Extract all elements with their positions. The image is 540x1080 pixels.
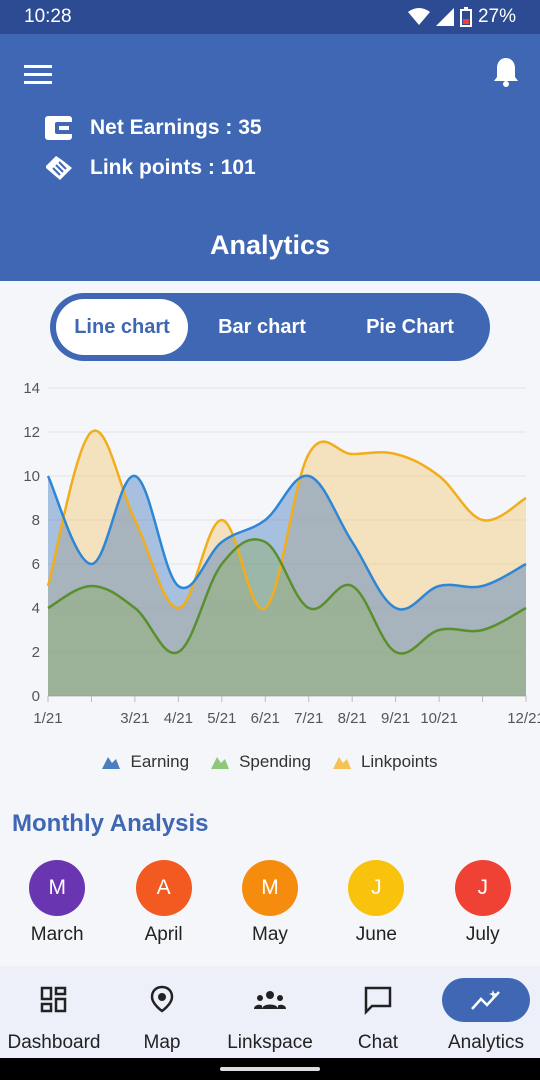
month-avatar: M bbox=[242, 860, 298, 916]
handshake-icon bbox=[44, 154, 74, 182]
home-indicator-bar bbox=[0, 1058, 540, 1080]
system-icons: 27% bbox=[408, 6, 516, 28]
x-tick-label: 5/21 bbox=[207, 710, 236, 727]
legend-item-spending: Spending bbox=[211, 752, 311, 772]
link-points-row: Link points : 101 bbox=[44, 154, 256, 182]
y-tick-label: 2 bbox=[32, 644, 40, 661]
wifi-icon bbox=[408, 8, 430, 26]
bottom-nav: Dashboard Map Linkspace Chat Analytics bbox=[0, 966, 540, 1058]
wallet-icon bbox=[44, 114, 74, 142]
nav-label: Linkspace bbox=[227, 1032, 313, 1054]
x-tick-label: 8/21 bbox=[338, 710, 367, 727]
tab-line-chart[interactable]: Line chart bbox=[56, 299, 188, 355]
y-tick-label: 8 bbox=[32, 512, 40, 529]
tab-pie-chart[interactable]: Pie Chart bbox=[336, 299, 484, 355]
month-item-july[interactable]: J July bbox=[435, 860, 531, 946]
bell-icon[interactable] bbox=[492, 56, 520, 88]
y-tick-label: 6 bbox=[32, 556, 40, 573]
x-tick-label: 1/21 bbox=[33, 710, 62, 727]
nav-chat[interactable]: Chat bbox=[324, 966, 432, 1058]
x-tick-label: 4/21 bbox=[164, 710, 193, 727]
y-tick-label: 0 bbox=[32, 688, 40, 705]
app-header: Net Earnings : 35 Link points : 101 Anal… bbox=[0, 34, 540, 281]
menu-icon[interactable] bbox=[24, 62, 54, 86]
home-indicator[interactable] bbox=[220, 1067, 320, 1071]
legend-item-earning: Earning bbox=[102, 752, 189, 772]
signal-icon bbox=[436, 8, 454, 26]
net-earnings-text: Net Earnings : 35 bbox=[90, 116, 262, 140]
legend-item-linkpoints: Linkpoints bbox=[333, 752, 438, 772]
legend-label-earning: Earning bbox=[130, 752, 189, 772]
legend-label-linkpoints: Linkpoints bbox=[361, 752, 438, 772]
month-avatar: J bbox=[348, 860, 404, 916]
x-tick-label: 3/21 bbox=[120, 710, 149, 727]
y-tick-label: 12 bbox=[23, 424, 40, 441]
nav-analytics[interactable]: Analytics bbox=[432, 966, 540, 1058]
month-item-may[interactable]: M May bbox=[222, 860, 318, 946]
month-item-april[interactable]: A April bbox=[116, 860, 212, 946]
nav-label: Map bbox=[144, 1032, 181, 1054]
y-tick-label: 14 bbox=[23, 380, 40, 397]
map-pin-icon bbox=[130, 978, 194, 1022]
dashboard-icon bbox=[22, 978, 86, 1022]
month-avatar: A bbox=[136, 860, 192, 916]
month-label: May bbox=[252, 924, 288, 946]
chat-icon bbox=[346, 978, 410, 1022]
tab-bar-chart[interactable]: Bar chart bbox=[188, 299, 336, 355]
nav-dashboard[interactable]: Dashboard bbox=[0, 966, 108, 1058]
nav-linkspace[interactable]: Linkspace bbox=[216, 966, 324, 1058]
legend-marker-earning bbox=[102, 755, 120, 769]
month-avatar: J bbox=[455, 860, 511, 916]
month-label: July bbox=[466, 924, 500, 946]
chart-legend: Earning Spending Linkpoints bbox=[0, 752, 540, 772]
month-label: June bbox=[356, 924, 397, 946]
legend-marker-spending bbox=[211, 755, 229, 769]
nav-label: Dashboard bbox=[8, 1032, 101, 1054]
nav-map[interactable]: Map bbox=[108, 966, 216, 1058]
nav-label: Chat bbox=[358, 1032, 398, 1054]
month-list: M March A April M May J June J July bbox=[0, 860, 540, 946]
status-time: 10:28 bbox=[24, 6, 72, 28]
analytics-icon bbox=[442, 978, 530, 1022]
x-tick-label: 7/21 bbox=[294, 710, 323, 727]
month-label: March bbox=[31, 924, 84, 946]
x-tick-label: 10/21 bbox=[420, 710, 458, 727]
link-points-text: Link points : 101 bbox=[90, 156, 256, 180]
line-chart: 0 2 4 6 8 10 12 14 1/21 3/21 4/21 5/21 6/21 7/21 8/21 9… bbox=[0, 370, 540, 730]
net-earnings-row: Net Earnings : 35 bbox=[44, 114, 262, 142]
chart-type-selector: Line chart Bar chart Pie Chart bbox=[50, 293, 490, 361]
x-tick-label: 12/21 bbox=[507, 710, 540, 727]
battery-level: 27% bbox=[478, 6, 516, 28]
month-label: April bbox=[145, 924, 183, 946]
month-item-june[interactable]: J June bbox=[328, 860, 424, 946]
monthly-analysis-title: Monthly Analysis bbox=[12, 810, 208, 838]
status-bar: 10:28 27% bbox=[0, 0, 540, 34]
x-tick-label: 9/21 bbox=[381, 710, 410, 727]
people-icon bbox=[238, 978, 302, 1022]
legend-label-spending: Spending bbox=[239, 752, 311, 772]
x-tick-label: 6/21 bbox=[251, 710, 280, 727]
y-tick-label: 10 bbox=[23, 468, 40, 485]
month-item-march[interactable]: M March bbox=[9, 860, 105, 946]
y-tick-label: 4 bbox=[32, 600, 40, 617]
battery-icon bbox=[460, 7, 472, 27]
nav-label: Analytics bbox=[448, 1032, 524, 1054]
page-title: Analytics bbox=[0, 230, 540, 261]
month-avatar: M bbox=[29, 860, 85, 916]
legend-marker-linkpoints bbox=[333, 755, 351, 769]
